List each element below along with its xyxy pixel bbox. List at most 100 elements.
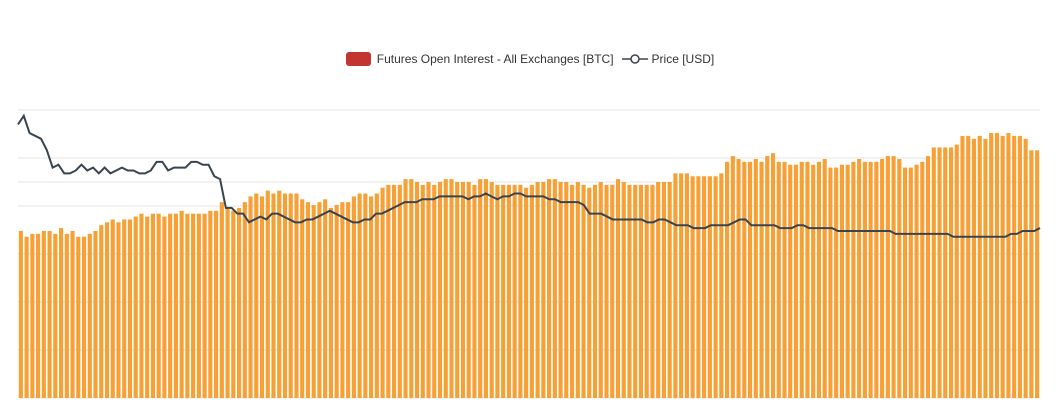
open-interest-bar[interactable] <box>765 156 770 398</box>
open-interest-bar[interactable] <box>656 182 661 398</box>
open-interest-bar[interactable] <box>317 202 322 398</box>
open-interest-bar[interactable] <box>483 179 488 398</box>
open-interest-bar[interactable] <box>868 161 873 398</box>
open-interest-bar[interactable] <box>254 193 259 398</box>
open-interest-bar[interactable] <box>271 193 276 398</box>
open-interest-bar[interactable] <box>76 236 81 398</box>
open-interest-bar[interactable] <box>541 182 546 398</box>
open-interest-bar[interactable] <box>529 184 534 398</box>
open-interest-bar[interactable] <box>93 230 98 398</box>
open-interest-bar[interactable] <box>782 161 787 398</box>
open-interest-bar[interactable] <box>208 210 213 398</box>
open-interest-bar[interactable] <box>357 193 362 398</box>
open-interest-bar[interactable] <box>753 158 758 398</box>
open-interest-bar[interactable] <box>770 153 776 398</box>
open-interest-bar[interactable] <box>294 193 299 398</box>
open-interest-bar[interactable] <box>736 158 741 398</box>
open-interest-bar[interactable] <box>857 158 862 398</box>
open-interest-bar[interactable] <box>518 184 523 398</box>
open-interest-bar[interactable] <box>650 184 655 398</box>
open-interest-bar[interactable] <box>897 158 902 398</box>
open-interest-bar[interactable] <box>214 210 219 398</box>
open-interest-bar[interactable] <box>489 182 494 398</box>
open-interest-bar[interactable] <box>971 138 977 399</box>
open-interest-bar[interactable] <box>592 184 598 398</box>
open-interest-bar[interactable] <box>1023 138 1028 399</box>
open-interest-bar[interactable] <box>41 230 46 398</box>
open-interest-bar[interactable] <box>552 179 557 398</box>
open-interest-bar[interactable] <box>196 213 201 398</box>
open-interest-bar[interactable] <box>53 233 58 398</box>
open-interest-bar[interactable] <box>64 233 69 398</box>
open-interest-bar[interactable] <box>713 176 718 398</box>
open-interest-bar[interactable] <box>776 161 781 398</box>
open-interest-bar[interactable] <box>173 213 178 398</box>
open-interest-bar[interactable] <box>351 196 356 398</box>
open-interest-bar[interactable] <box>989 133 994 399</box>
open-interest-bar[interactable] <box>145 216 150 398</box>
open-interest-bar[interactable] <box>116 222 121 398</box>
open-interest-bar[interactable] <box>799 161 804 398</box>
open-interest-bar[interactable] <box>535 182 540 398</box>
open-interest-bar[interactable] <box>690 176 695 398</box>
open-interest-bar[interactable] <box>702 176 707 398</box>
open-interest-bar[interactable] <box>311 205 316 398</box>
open-interest-bar[interactable] <box>81 236 87 398</box>
open-interest-bar[interactable] <box>885 156 890 398</box>
open-interest-bar[interactable] <box>581 184 586 398</box>
open-interest-bar[interactable] <box>684 173 689 398</box>
open-interest-bar[interactable] <box>70 230 75 398</box>
open-interest-bar[interactable] <box>1035 150 1040 398</box>
open-interest-bar[interactable] <box>58 228 64 398</box>
open-interest-bar[interactable] <box>983 138 988 399</box>
open-interest-bar[interactable] <box>506 184 511 398</box>
open-interest-bar[interactable] <box>948 147 954 398</box>
open-interest-bar[interactable] <box>87 233 92 398</box>
open-interest-bar[interactable] <box>24 236 29 398</box>
open-interest-bar[interactable] <box>133 216 138 398</box>
open-interest-bar[interactable] <box>822 158 827 398</box>
open-interest-bar[interactable] <box>747 161 753 398</box>
open-interest-bar[interactable] <box>564 182 569 398</box>
open-interest-bar[interactable] <box>673 173 678 398</box>
open-interest-bar[interactable] <box>977 135 982 399</box>
open-interest-bar[interactable] <box>466 182 471 398</box>
open-interest-bar[interactable] <box>587 187 592 398</box>
open-interest-bar[interactable] <box>696 176 701 398</box>
open-interest-bar[interactable] <box>328 207 333 398</box>
open-interest-bar[interactable] <box>168 213 173 398</box>
open-interest-bar[interactable] <box>426 182 431 398</box>
open-interest-bar[interactable] <box>931 147 936 398</box>
open-interest-bar[interactable] <box>925 156 931 398</box>
open-interest-bar[interactable] <box>437 182 443 398</box>
open-interest-bar[interactable] <box>707 176 712 398</box>
open-interest-bar[interactable] <box>162 216 167 398</box>
open-interest-bar[interactable] <box>966 135 971 399</box>
open-interest-bar[interactable] <box>104 222 110 398</box>
open-interest-bar[interactable] <box>1006 133 1011 399</box>
open-interest-bar[interactable] <box>288 193 293 398</box>
open-interest-bar[interactable] <box>386 184 391 398</box>
open-interest-bar[interactable] <box>231 210 236 398</box>
open-interest-bar[interactable] <box>805 161 810 398</box>
open-interest-bar[interactable] <box>265 190 270 398</box>
open-interest-bar[interactable] <box>340 202 345 398</box>
open-interest-bar[interactable] <box>110 219 115 398</box>
open-interest-bar[interactable] <box>323 199 328 398</box>
open-interest-bar[interactable] <box>305 202 311 398</box>
legend-item-open-interest[interactable]: Futures Open Interest - All Exchanges [B… <box>345 52 614 66</box>
open-interest-bar[interactable] <box>725 161 730 398</box>
open-interest-bar[interactable] <box>788 164 793 398</box>
open-interest-bar[interactable] <box>547 179 552 398</box>
open-interest-bar[interactable] <box>99 225 104 398</box>
open-interest-bar[interactable] <box>449 179 454 398</box>
open-interest-bar[interactable] <box>139 213 144 398</box>
open-interest-bar[interactable] <box>633 184 638 398</box>
open-interest-bar[interactable] <box>667 182 672 398</box>
open-interest-bar[interactable] <box>380 187 385 398</box>
open-interest-bar[interactable] <box>627 184 632 398</box>
open-interest-bar[interactable] <box>891 156 896 398</box>
open-interest-bar[interactable] <box>828 167 833 398</box>
open-interest-bar[interactable] <box>501 184 506 398</box>
open-interest-bar[interactable] <box>282 193 288 398</box>
